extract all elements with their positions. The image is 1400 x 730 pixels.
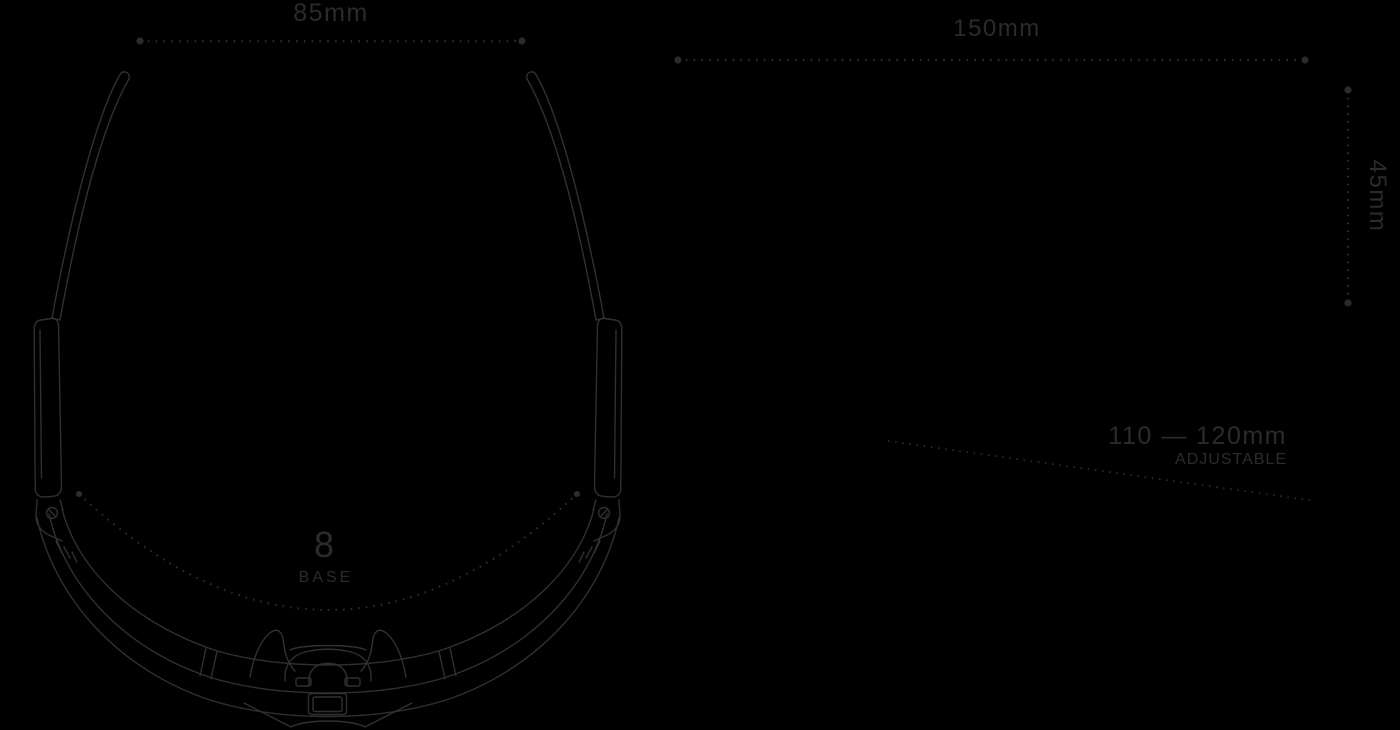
- right-hinge: [593, 499, 621, 542]
- base-curve-endpoint-dot-left: [76, 491, 82, 497]
- right-grip-hatching: [578, 540, 601, 563]
- base-curve-endpoint-dot-right: [574, 491, 580, 497]
- base-curve-value: 8: [313, 524, 335, 565]
- right-hinge-inner: [592, 499, 597, 511]
- right-band-junction: [438, 647, 457, 680]
- temple-length-adjustable-note: ADJUSTABLE: [1175, 451, 1287, 468]
- dimension-endpoint-dot: [674, 56, 682, 64]
- dimension-endpoint-dot: [136, 37, 144, 45]
- left-temple-arm: [51, 71, 130, 321]
- right-temple-arm: [526, 71, 605, 321]
- bottom-nose-cutout: [243, 702, 413, 728]
- right-hinge-screw: [597, 506, 611, 520]
- dimension-endpoint-dot: [1344, 299, 1352, 307]
- nose-bridge-notch: [308, 662, 348, 686]
- left-hinge-screw-slot: [47, 508, 57, 518]
- left-hinge: [35, 499, 63, 542]
- dimension-endpoint-dot: [1344, 86, 1352, 94]
- frame-outer-rim: [36, 517, 620, 718]
- bridge-connector-inner: [312, 696, 343, 713]
- lens-height-label: 45mm: [1364, 159, 1391, 233]
- left-hinge-screw: [45, 506, 59, 520]
- left-temple-tip: [33, 317, 63, 498]
- left-grip-hatching: [55, 540, 78, 563]
- right-temple-tip: [593, 317, 623, 498]
- nose-bridge-dome: [284, 648, 372, 682]
- left-nose-pad: [249, 629, 296, 678]
- left-temple-tip-contour: [39, 329, 43, 479]
- base-curve-dotted-line: [78, 493, 578, 611]
- frame-width-label: 150mm: [953, 15, 1041, 42]
- nose-bridge-dome-top: [289, 644, 367, 651]
- right-nose-pad: [360, 629, 407, 678]
- dimension-endpoint-dot: [518, 37, 526, 45]
- lens-width-label: 85mm: [293, 0, 369, 27]
- right-hinge-screw-slot: [599, 508, 609, 518]
- base-curve-label: BASE: [298, 569, 354, 586]
- temple-length-dimension-line: [887, 440, 1316, 502]
- frame-brow-edge: [61, 508, 595, 666]
- right-temple-tip-contour: [613, 329, 617, 479]
- nose-bridge-right-foot: [344, 677, 361, 687]
- left-hinge-inner: [59, 499, 64, 511]
- bridge-connector-outer: [307, 692, 348, 716]
- dimension-endpoint-dot: [1301, 56, 1309, 64]
- temple-length-label: 110 — 120mm: [1108, 422, 1287, 450]
- nose-bridge-left-foot: [295, 677, 312, 687]
- left-band-junction: [199, 647, 218, 680]
